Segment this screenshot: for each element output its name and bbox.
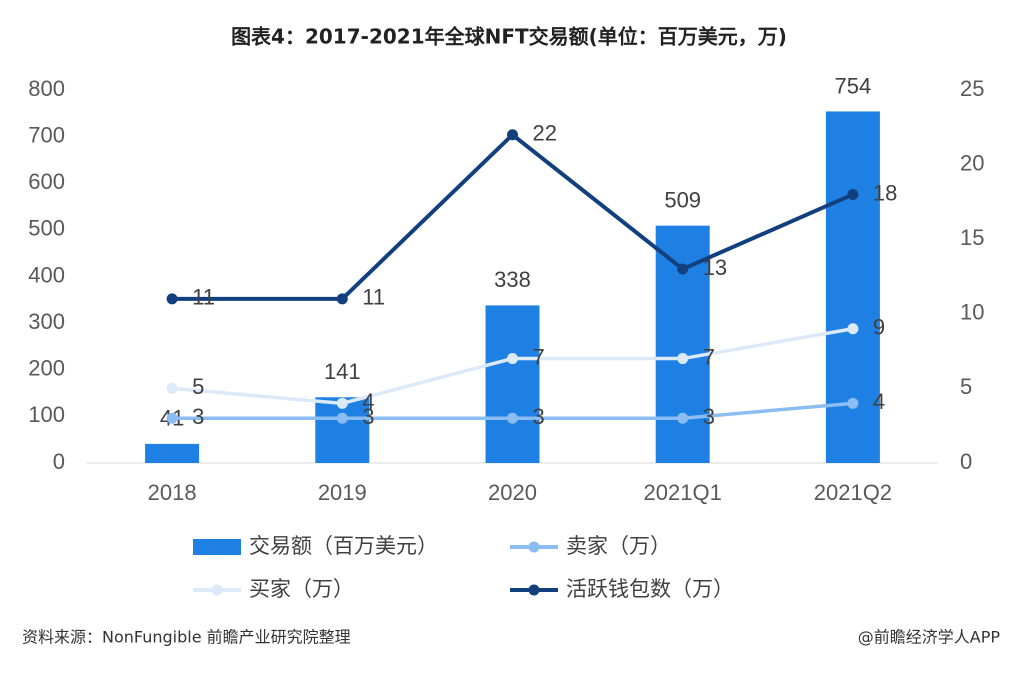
y2-tick-label: 20 bbox=[960, 150, 984, 175]
legend-swatch bbox=[528, 541, 540, 553]
bar-value-label: 141 bbox=[324, 359, 361, 384]
chart-title: 图表4：2017-2021年全球NFT交易额(单位：百万美元，万) bbox=[231, 25, 787, 49]
line-point bbox=[336, 397, 348, 409]
line-point bbox=[847, 323, 859, 335]
bar bbox=[145, 443, 200, 463]
y-tick-label: 400 bbox=[28, 262, 65, 287]
x-tick-label: 2020 bbox=[488, 480, 537, 505]
x-tick-label: 2021Q1 bbox=[644, 480, 722, 505]
x-tick-label: 2021Q2 bbox=[814, 480, 892, 505]
y2-tick-label: 5 bbox=[960, 374, 972, 399]
line-value-label: 11 bbox=[362, 285, 385, 310]
line-point bbox=[847, 188, 859, 200]
legend-swatch bbox=[193, 539, 241, 555]
line-value-label: 11 bbox=[192, 285, 215, 310]
legend-label: 卖家（万） bbox=[566, 534, 671, 558]
line-value-label: 4 bbox=[873, 389, 885, 414]
line-value-label: 7 bbox=[703, 344, 715, 369]
y2-tick-label: 25 bbox=[960, 76, 984, 101]
y2-tick-label: 15 bbox=[960, 225, 984, 250]
legend-label: 活跃钱包数（万） bbox=[566, 577, 734, 601]
line-point bbox=[166, 382, 178, 394]
source: 资料来源：NonFungible 前瞻产业研究院整理 bbox=[22, 628, 351, 647]
line-point bbox=[507, 129, 518, 141]
legend-swatch bbox=[528, 584, 540, 596]
bar bbox=[485, 305, 540, 463]
bar-value-label: 754 bbox=[835, 73, 872, 98]
line-value-label: 3 bbox=[533, 404, 545, 429]
legend-label: 交易额（百万美元） bbox=[249, 534, 438, 558]
y2-tick-label: 0 bbox=[960, 449, 972, 474]
y-tick-label: 600 bbox=[28, 169, 65, 194]
bar-value-label: 338 bbox=[494, 267, 531, 292]
y-tick-label: 300 bbox=[28, 309, 65, 334]
line-value-label: 3 bbox=[362, 404, 374, 429]
line-point bbox=[677, 263, 689, 275]
credit: @前瞻经济学人APP bbox=[858, 628, 1001, 647]
line-value-label: 22 bbox=[533, 121, 557, 146]
line-point bbox=[677, 412, 689, 424]
line-point bbox=[166, 412, 178, 424]
y-tick-label: 200 bbox=[28, 356, 65, 381]
x-tick-label: 2018 bbox=[148, 480, 197, 505]
line-value-label: 9 bbox=[873, 315, 885, 340]
line-value-label: 18 bbox=[873, 180, 897, 205]
line-point bbox=[507, 412, 518, 424]
y-tick-label: 500 bbox=[28, 216, 65, 241]
line-value-label: 3 bbox=[192, 404, 204, 429]
y-tick-label: 800 bbox=[28, 76, 65, 101]
line-point bbox=[677, 353, 689, 365]
line-point bbox=[336, 293, 348, 305]
line-value-label: 13 bbox=[703, 255, 727, 280]
y2-tick-label: 10 bbox=[960, 300, 984, 325]
bar-value-label: 509 bbox=[664, 187, 701, 212]
legend-label: 买家（万） bbox=[249, 577, 354, 601]
line-point bbox=[507, 353, 518, 365]
bar bbox=[825, 111, 880, 463]
y-tick-label: 0 bbox=[53, 449, 65, 474]
line-value-label: 7 bbox=[533, 344, 545, 369]
y-tick-label: 100 bbox=[28, 402, 65, 427]
line-value-label: 4 bbox=[362, 389, 374, 414]
line-value-label: 5 bbox=[192, 374, 204, 399]
y-tick-label: 700 bbox=[28, 122, 65, 147]
line-point bbox=[847, 397, 859, 409]
legend-swatch bbox=[211, 584, 223, 596]
line-point bbox=[166, 293, 178, 305]
x-tick-label: 2019 bbox=[318, 480, 367, 505]
line-point bbox=[336, 412, 348, 424]
line-value-label: 3 bbox=[703, 404, 715, 429]
